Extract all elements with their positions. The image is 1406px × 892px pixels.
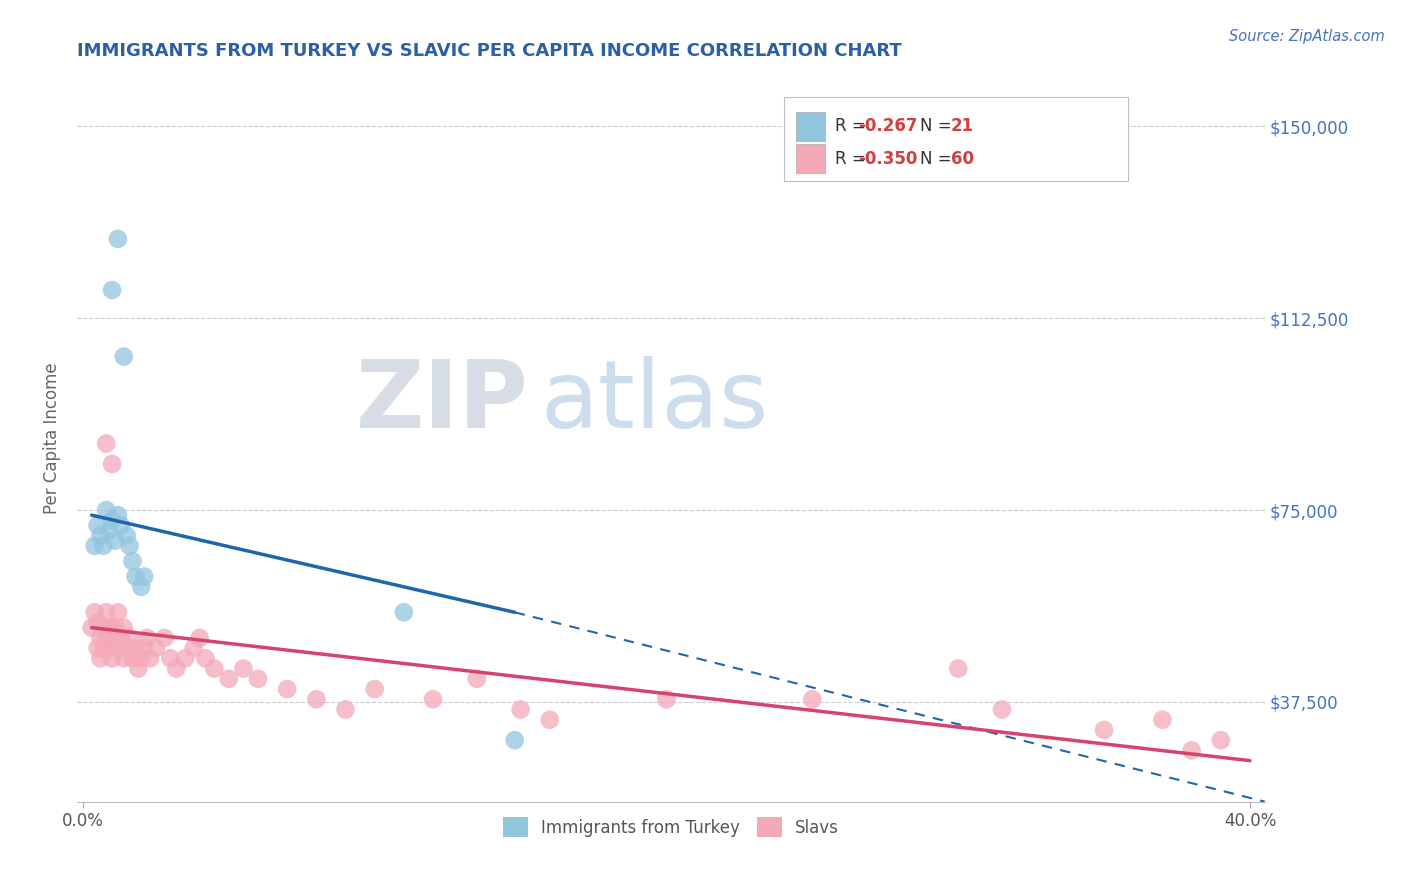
Point bbox=[98, 641, 121, 656]
Point bbox=[801, 692, 824, 706]
Point bbox=[124, 569, 146, 583]
Point bbox=[96, 605, 118, 619]
Text: ZIP: ZIP bbox=[356, 356, 529, 448]
Text: -0.350: -0.350 bbox=[859, 150, 918, 168]
Text: atlas: atlas bbox=[540, 356, 769, 448]
Point bbox=[183, 641, 205, 656]
Point bbox=[80, 621, 103, 635]
Point bbox=[127, 662, 149, 676]
Point bbox=[101, 651, 124, 665]
Point bbox=[218, 672, 240, 686]
Point bbox=[89, 528, 111, 542]
Point bbox=[246, 672, 269, 686]
Point bbox=[118, 539, 141, 553]
Point bbox=[107, 508, 129, 522]
Point bbox=[107, 605, 129, 619]
Text: R =: R = bbox=[835, 117, 870, 135]
Point bbox=[139, 651, 162, 665]
Point bbox=[96, 436, 118, 450]
Point bbox=[202, 662, 225, 676]
Point bbox=[538, 713, 561, 727]
Point bbox=[101, 457, 124, 471]
Point bbox=[422, 692, 444, 706]
Point bbox=[104, 533, 127, 548]
Point bbox=[305, 692, 328, 706]
Point bbox=[129, 580, 152, 594]
Text: R =: R = bbox=[835, 150, 870, 168]
Point bbox=[86, 518, 108, 533]
Point bbox=[101, 513, 124, 527]
Point bbox=[98, 621, 121, 635]
Point bbox=[276, 681, 298, 696]
Point bbox=[392, 605, 415, 619]
Point bbox=[112, 621, 135, 635]
Point bbox=[509, 702, 531, 716]
Point bbox=[112, 350, 135, 364]
Point bbox=[1181, 743, 1204, 757]
Point bbox=[98, 524, 121, 538]
Point bbox=[115, 528, 138, 542]
Point bbox=[107, 641, 129, 656]
Point bbox=[503, 733, 526, 747]
Point bbox=[104, 621, 127, 635]
Text: -0.267: -0.267 bbox=[859, 117, 918, 135]
Point bbox=[89, 631, 111, 645]
Point bbox=[159, 651, 181, 665]
Point bbox=[96, 503, 118, 517]
Point bbox=[112, 651, 135, 665]
Text: N =: N = bbox=[920, 117, 957, 135]
Text: IMMIGRANTS FROM TURKEY VS SLAVIC PER CAPITA INCOME CORRELATION CHART: IMMIGRANTS FROM TURKEY VS SLAVIC PER CAP… bbox=[77, 42, 901, 60]
Point bbox=[89, 651, 111, 665]
Point bbox=[129, 651, 152, 665]
Point bbox=[948, 662, 970, 676]
Text: 60: 60 bbox=[950, 150, 974, 168]
Point bbox=[83, 539, 105, 553]
Point bbox=[107, 232, 129, 246]
Point bbox=[115, 641, 138, 656]
Point bbox=[194, 651, 217, 665]
Point bbox=[655, 692, 678, 706]
Point bbox=[165, 662, 187, 676]
Point bbox=[118, 631, 141, 645]
Point bbox=[121, 651, 143, 665]
Point bbox=[174, 651, 197, 665]
Point bbox=[363, 681, 385, 696]
Point bbox=[134, 641, 156, 656]
Point bbox=[188, 631, 211, 645]
Point bbox=[93, 539, 115, 553]
Point bbox=[1152, 713, 1174, 727]
FancyBboxPatch shape bbox=[783, 97, 1128, 180]
Point bbox=[86, 641, 108, 656]
Point bbox=[124, 641, 146, 656]
Legend: Immigrants from Turkey, Slavs: Immigrants from Turkey, Slavs bbox=[496, 811, 845, 844]
Text: 21: 21 bbox=[950, 117, 974, 135]
Point bbox=[145, 641, 167, 656]
Text: Source: ZipAtlas.com: Source: ZipAtlas.com bbox=[1229, 29, 1385, 44]
Point bbox=[335, 702, 357, 716]
Point bbox=[1092, 723, 1115, 737]
Point bbox=[93, 641, 115, 656]
Point bbox=[121, 554, 143, 568]
Point bbox=[465, 672, 488, 686]
Point bbox=[86, 615, 108, 630]
Point bbox=[93, 621, 115, 635]
Point bbox=[101, 283, 124, 297]
Point bbox=[232, 662, 254, 676]
Point bbox=[991, 702, 1014, 716]
Point bbox=[1209, 733, 1232, 747]
Point bbox=[110, 631, 132, 645]
Y-axis label: Per Capita Income: Per Capita Income bbox=[44, 362, 60, 514]
FancyBboxPatch shape bbox=[796, 112, 825, 141]
Point bbox=[153, 631, 176, 645]
Point bbox=[136, 631, 159, 645]
Point bbox=[96, 631, 118, 645]
Point bbox=[134, 569, 156, 583]
Point bbox=[110, 518, 132, 533]
Text: N =: N = bbox=[920, 150, 957, 168]
FancyBboxPatch shape bbox=[796, 145, 825, 173]
Point bbox=[83, 605, 105, 619]
Point bbox=[101, 631, 124, 645]
